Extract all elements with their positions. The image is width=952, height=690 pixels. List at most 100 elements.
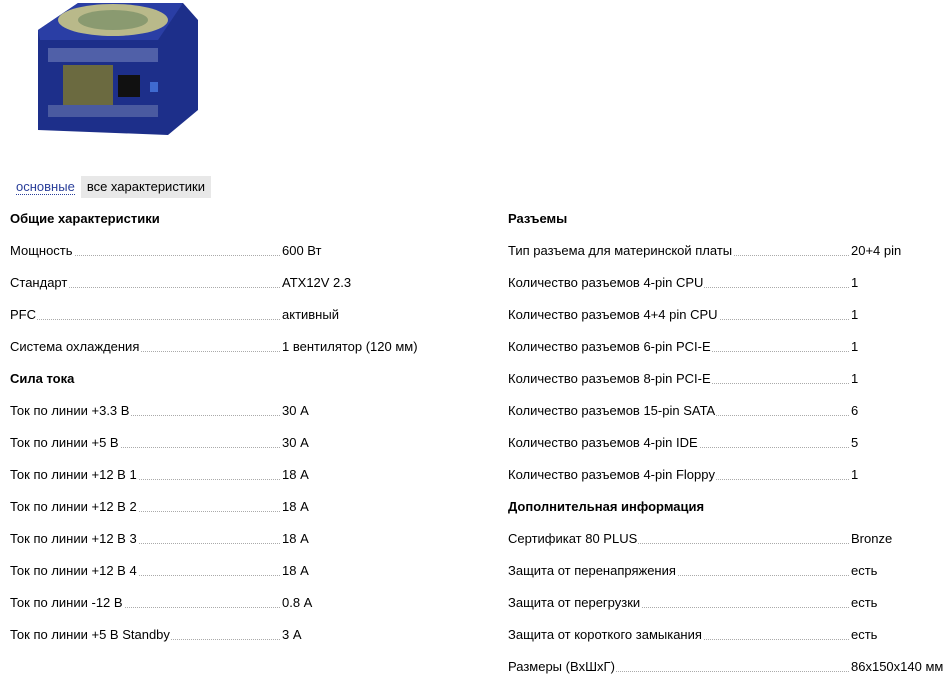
- spec-label: Защита от перегрузки: [508, 594, 642, 612]
- spec-label: Ток по линии +3.3 В: [10, 402, 131, 420]
- spec-value: 1 вентилятор (120 мм): [282, 339, 418, 354]
- spec-label: Количество разъемов 15-pin SATA: [508, 402, 717, 420]
- spec-label: Защита от перенапряжения: [508, 562, 677, 580]
- spec-row: Ток по линии +5 В 30 А: [10, 434, 430, 466]
- dot-leader: [10, 447, 280, 448]
- spec-row: Тип разъема для материнской платы 20+4 pi…: [508, 242, 948, 274]
- spec-row: Количество разъемов 4+4 pin CPU 1: [508, 306, 948, 338]
- spec-row: Стандарт ATX12V 2.3: [10, 274, 430, 306]
- dot-leader: [508, 575, 849, 576]
- spec-row: Система охлаждения 1 вентилятор (120 мм): [10, 338, 430, 370]
- spec-row: Защита от перенапряжения есть: [508, 562, 948, 594]
- spec-value: 0.8 А: [282, 595, 313, 610]
- spec-label: PFC: [10, 306, 37, 324]
- spec-row: Количество разъемов 4-pin CPU 1: [508, 274, 948, 306]
- spec-label: Мощность: [10, 242, 74, 260]
- spec-value: 86x150x140 мм: [851, 659, 944, 674]
- spec-label: Система охлаждения: [10, 338, 141, 356]
- spec-label: Ток по линии +5 В Standby: [10, 626, 171, 644]
- spec-value: 1: [851, 307, 859, 322]
- spec-label: Ток по линии +12 В 1: [10, 466, 138, 484]
- dot-leader: [508, 671, 849, 672]
- spec-row: Ток по линии +12 В 2 18 А: [10, 498, 430, 530]
- spec-value: 18 А: [282, 563, 309, 578]
- spec-label: Тип разъема для материнской платы: [508, 242, 734, 260]
- spec-label: Сертификат 80 PLUS: [508, 530, 639, 548]
- spec-row: Количество разъемов 8-pin PCI-E 1: [508, 370, 948, 402]
- spec-value: 1: [851, 467, 859, 482]
- spec-value: есть: [851, 563, 878, 578]
- spec-value: 1: [851, 339, 859, 354]
- tab-basic[interactable]: основные: [16, 178, 75, 195]
- dot-leader: [10, 511, 280, 512]
- spec-value: 5: [851, 435, 859, 450]
- dot-leader: [10, 351, 280, 352]
- spec-row: Ток по линии +12 В 1 18 А: [10, 466, 430, 498]
- spec-tabs: основные все характеристики: [10, 176, 211, 198]
- spec-value: есть: [851, 595, 878, 610]
- dot-leader: [10, 479, 280, 480]
- spec-value: 20+4 pin: [851, 243, 902, 258]
- specs-right-column: Разъемы Тип разъема для материнской платы…: [508, 210, 948, 690]
- spec-value: ATX12V 2.3: [282, 275, 352, 290]
- spec-row: Сертификат 80 PLUS Bronze: [508, 530, 948, 562]
- spec-row: Количество разъемов 6-pin PCI-E 1: [508, 338, 948, 370]
- product-image[interactable]: [18, 0, 203, 138]
- spec-row: Защита от короткого замыкания есть: [508, 626, 948, 658]
- spec-label: Ток по линии -12 В: [10, 594, 124, 612]
- spec-value: 1: [851, 371, 859, 386]
- spec-row: Ток по линии +3.3 В 30 А: [10, 402, 430, 434]
- spec-row: PFC активный: [10, 306, 430, 338]
- section-heading: Сила тока: [10, 371, 75, 386]
- spec-value: 6: [851, 403, 859, 418]
- spec-label: Ток по линии +5 В: [10, 434, 120, 452]
- spec-label: Защита от короткого замыкания: [508, 626, 703, 644]
- spec-value: 18 А: [282, 531, 309, 546]
- spec-row: Количество разъемов 4-pin IDE 5: [508, 434, 948, 466]
- spec-label: Количество разъемов 4-pin Floppy: [508, 466, 716, 484]
- tab-all-specs[interactable]: все характеристики: [80, 176, 211, 198]
- spec-row: Количество разъемов 15-pin SATA 6: [508, 402, 948, 434]
- dot-leader: [10, 319, 280, 320]
- spec-row: Мощность 600 Вт: [10, 242, 430, 274]
- dot-leader: [10, 255, 280, 256]
- dot-leader: [10, 543, 280, 544]
- spec-value: 30 А: [282, 435, 309, 450]
- spec-label: Ток по линии +12 В 4: [10, 562, 138, 580]
- dot-leader: [10, 287, 280, 288]
- spec-value: 1: [851, 275, 859, 290]
- spec-value: 18 А: [282, 499, 309, 514]
- spec-label: Количество разъемов 4-pin CPU: [508, 274, 705, 292]
- spec-label: Количество разъемов 4-pin IDE: [508, 434, 699, 452]
- dot-leader: [10, 607, 280, 608]
- spec-label: Ток по линии +12 В 2: [10, 498, 138, 516]
- spec-label: Стандарт: [10, 274, 69, 292]
- dot-leader: [10, 415, 280, 416]
- spec-row: Ток по линии +12 В 3 18 А: [10, 530, 430, 562]
- spec-row: Ток по линии +5 В Standby 3 А: [10, 626, 430, 658]
- section-heading: Разъемы: [508, 211, 568, 226]
- spec-row: Защита от перегрузки есть: [508, 594, 948, 626]
- section-heading: Дополнительная информация: [508, 499, 705, 514]
- spec-row: Ток по линии +12 В 4 18 А: [10, 562, 430, 594]
- spec-value: Bronze: [851, 531, 893, 546]
- dot-leader: [10, 575, 280, 576]
- spec-label: Количество разъемов 4+4 pin CPU: [508, 306, 719, 324]
- spec-row: Размеры (ВxШxГ) 86x150x140 мм: [508, 658, 948, 690]
- spec-row: Ток по линии -12 В 0.8 А: [10, 594, 430, 626]
- dot-leader: [508, 543, 849, 544]
- specs-left-column: Общие характеристики Мощность 600 Вт Станда…: [10, 210, 430, 658]
- spec-value: 600 Вт: [282, 243, 322, 258]
- spec-value: 18 А: [282, 467, 309, 482]
- spec-label: Количество разъемов 8-pin PCI-E: [508, 370, 712, 388]
- spec-value: активный: [282, 307, 339, 322]
- spec-value: 30 А: [282, 403, 309, 418]
- spec-value: есть: [851, 627, 878, 642]
- dot-leader: [508, 607, 849, 608]
- section-heading: Общие характеристики: [10, 211, 160, 226]
- spec-label: Размеры (ВxШxГ): [508, 658, 616, 676]
- spec-row: Количество разъемов 4-pin Floppy 1: [508, 466, 948, 498]
- spec-value: 3 А: [282, 627, 302, 642]
- spec-label: Ток по линии +12 В 3: [10, 530, 138, 548]
- spec-label: Количество разъемов 6-pin PCI-E: [508, 338, 712, 356]
